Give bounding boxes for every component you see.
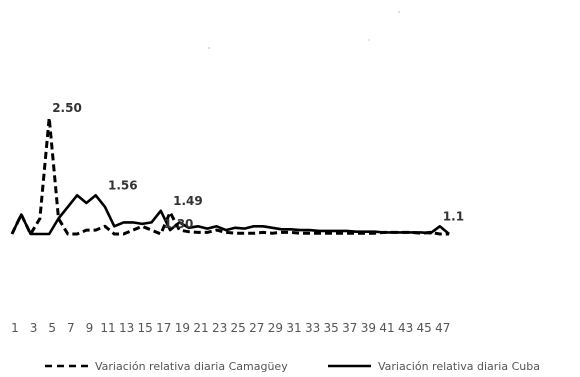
x-tick-label: 31: [286, 321, 301, 335]
series-line-cuba: [10, 194, 450, 236]
data-label: 1.49: [173, 194, 203, 208]
data-label: 2.50: [52, 101, 82, 115]
data-label: 1.1: [443, 209, 464, 223]
artifact-dot: [208, 47, 210, 49]
legend-label-cuba: Variación relativa diaria Cuba: [378, 360, 540, 373]
x-tick-label: 5: [48, 321, 56, 335]
legend-item-camaguey: Variación relativa diaria Camagüey: [45, 360, 288, 373]
x-tick-label: 45: [417, 321, 432, 335]
x-axis-ticks: 1 3 5 7 9 11 13 15 17 19 21 23 25 27 29 31 33 35 37 39 41 43 4…: [11, 321, 450, 335]
series-layer: [10, 116, 450, 236]
x-tick-label: 29: [268, 321, 283, 335]
x-tick-label: 43: [398, 321, 413, 335]
artifact-dot: [398, 11, 400, 13]
x-tick-label: 39: [361, 321, 376, 335]
x-tick-label: 35: [324, 321, 339, 335]
x-tick-label: 11: [100, 321, 115, 335]
x-tick-label: 23: [212, 321, 227, 335]
x-tick-label: 3: [30, 321, 38, 335]
x-tick-label: 33: [305, 321, 320, 335]
series-line-camaguey: [10, 116, 450, 236]
data-label: 1.30: [164, 217, 194, 231]
legend: Variación relativa diaria Camagüey Varia…: [45, 360, 540, 373]
legend-item-cuba: Variación relativa diaria Cuba: [328, 360, 540, 373]
x-tick-label: 17: [156, 321, 171, 335]
data-label: 1.56: [108, 178, 138, 192]
x-tick-label: 1: [11, 321, 19, 335]
x-tick-label: 37: [342, 321, 357, 335]
x-tick-label: 27: [249, 321, 264, 335]
x-tick-label: 15: [138, 321, 153, 335]
annotation-layer: 2.50 1.56 1.49 1.30 1.1: [52, 101, 464, 231]
x-tick-label: 19: [175, 321, 190, 335]
x-tick-label: 13: [119, 321, 134, 335]
x-tick-label: 7: [67, 321, 75, 335]
x-tick-label: 9: [86, 321, 94, 335]
x-tick-label: 41: [379, 321, 394, 335]
artifact-dot: [368, 39, 370, 41]
x-tick-label: 25: [231, 321, 246, 335]
legend-label-camaguey: Variación relativa diaria Camagüey: [95, 360, 288, 373]
x-tick-label: 47: [435, 321, 450, 335]
x-tick-label: 21: [193, 321, 208, 335]
